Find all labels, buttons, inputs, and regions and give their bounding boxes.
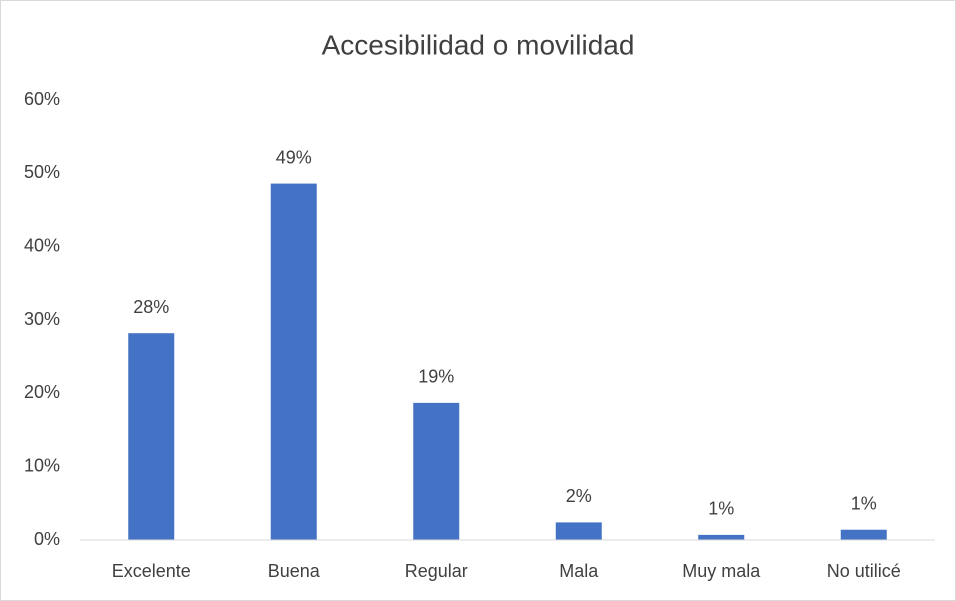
bar	[413, 402, 460, 540]
bar	[840, 529, 887, 540]
x-tick-label: Mala	[559, 561, 599, 581]
bar	[698, 534, 745, 540]
y-tick-label: 30%	[24, 309, 60, 329]
y-tick-label: 0%	[34, 529, 60, 549]
data-label: 28%	[133, 297, 169, 317]
data-label: 1%	[851, 493, 877, 513]
data-label: 2%	[566, 486, 592, 506]
chart-title: Accesibilidad o movilidad	[322, 29, 635, 60]
y-tick-label: 40%	[24, 235, 60, 255]
x-tick-label: Excelente	[112, 561, 191, 581]
data-label: 19%	[418, 367, 454, 387]
y-tick-label: 10%	[24, 455, 60, 475]
bar	[555, 522, 602, 540]
data-label: 49%	[276, 147, 312, 167]
y-tick-label: 60%	[24, 89, 60, 109]
bar	[128, 333, 175, 540]
x-tick-label: Muy mala	[682, 561, 761, 581]
bar	[270, 183, 317, 540]
y-tick-label: 20%	[24, 382, 60, 402]
x-tick-label: Buena	[268, 561, 321, 581]
x-tick-label: Regular	[405, 561, 468, 581]
data-label: 1%	[708, 499, 734, 519]
x-tick-label: No utilicé	[827, 561, 901, 581]
y-tick-label: 50%	[24, 162, 60, 182]
